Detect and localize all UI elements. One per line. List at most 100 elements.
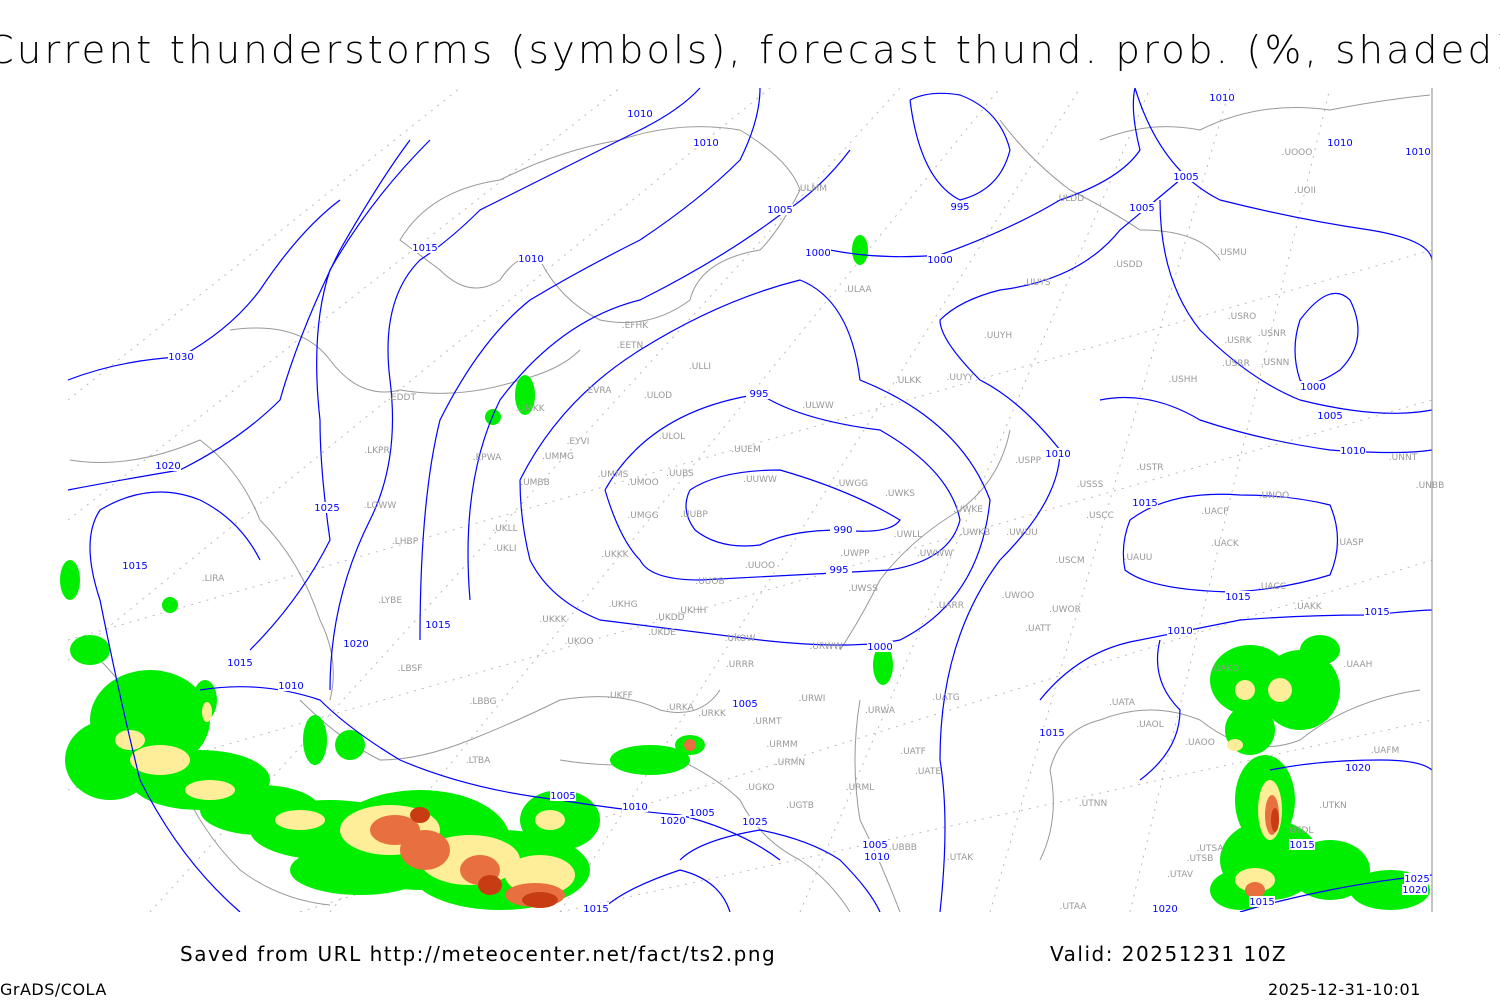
- station-label: .UTAV: [1167, 870, 1194, 880]
- grid-line: [559, 719, 1433, 913]
- probability-area: [130, 745, 190, 775]
- station-label: .EDDT: [388, 393, 416, 403]
- station-label: .EVRA: [585, 386, 613, 396]
- station-label: .USMU: [1217, 248, 1247, 258]
- isobar-label-bg: [1404, 873, 1430, 884]
- station-label: .URMN: [775, 758, 805, 768]
- isobar-label: 1020: [155, 461, 180, 472]
- station-label: .UGKO: [746, 783, 775, 793]
- isobar-label-bg: [412, 242, 438, 253]
- station-label: .USNR: [1258, 329, 1286, 339]
- isobar-label-bg: [1405, 146, 1431, 157]
- probability-area: [1268, 678, 1292, 702]
- isobar-label: 1005: [732, 699, 757, 710]
- isobar: [909, 92, 1011, 201]
- station-label: .EFHK: [622, 321, 649, 331]
- isobar-label: 1015: [1249, 897, 1274, 908]
- isobar-label-bg: [767, 204, 793, 215]
- probability-area: [400, 830, 450, 870]
- station-label: .UUEM: [731, 445, 761, 455]
- station-label: .UAUU: [1124, 553, 1153, 563]
- station-labels: .ULMM .ULDD .UUYS .USDD .USMU .UOOO .UOII .USRO…: [202, 148, 1445, 912]
- probability-area: [303, 715, 327, 765]
- isobar: [419, 87, 761, 641]
- isobar-label: 1015: [1364, 607, 1389, 618]
- station-label: .UATT: [1025, 624, 1051, 634]
- isobar-label-bg: [627, 108, 653, 119]
- isobar-label: 1005: [767, 205, 792, 216]
- station-label: .UTDL: [1287, 826, 1314, 836]
- probability-area: [610, 745, 690, 775]
- coastline: [1039, 689, 1421, 861]
- probability-area: [70, 635, 110, 665]
- isobar-label: 1000: [927, 255, 952, 266]
- isobar-label: 1020: [1345, 763, 1370, 774]
- isobar-label-bg: [864, 851, 890, 862]
- isobar-label-bg: [742, 816, 768, 827]
- station-label: .UUBS: [666, 469, 694, 479]
- station-label: .UAFM: [1371, 746, 1400, 756]
- station-label: .UTSB: [1187, 854, 1214, 864]
- station-label: .UKFF: [607, 691, 633, 701]
- station-label: .UAAH: [1344, 660, 1373, 670]
- probability-area: [335, 730, 365, 760]
- station-label: .UWKE: [953, 505, 983, 515]
- isobar-label-bg: [660, 815, 686, 826]
- isobar-label-bg: [122, 560, 148, 571]
- valid-time: Valid: 20251231 10Z: [1050, 942, 1288, 966]
- station-label: .UAOL: [1136, 720, 1164, 730]
- isobar-label-bg: [826, 564, 852, 575]
- isobar-label: 995: [749, 389, 768, 400]
- isobar-label-bg: [1317, 410, 1343, 421]
- station-label: .UWGG: [836, 479, 868, 489]
- grid-line: [67, 87, 771, 661]
- source-url: Saved from URL http://meteocenter.net/fa…: [180, 942, 777, 966]
- coastline: [1099, 94, 1431, 141]
- grid-line: [299, 559, 1433, 913]
- isobar-label: 1005: [550, 791, 575, 802]
- station-label: .UUOO: [745, 561, 775, 571]
- grid-line: [559, 87, 1081, 913]
- isobar: [1294, 292, 1359, 384]
- station-label: .UKDE: [648, 628, 676, 638]
- station-label: .UUYH: [984, 331, 1012, 341]
- isobar-label: 1025: [742, 817, 767, 828]
- station-label: .UWKB: [960, 528, 990, 538]
- station-label: .LHBP: [392, 537, 419, 547]
- isobar-label-bg: [689, 807, 715, 818]
- isobar-label: 1020: [1402, 885, 1427, 896]
- isobar-label: 1010: [627, 109, 652, 120]
- station-label: .UWUU: [1006, 528, 1038, 538]
- station-label: .UUOB: [695, 577, 724, 587]
- coastline: [854, 699, 901, 913]
- isobar-label-bg: [425, 619, 451, 630]
- station-label: .URKA: [666, 703, 694, 713]
- station-label: .USCM: [1055, 556, 1084, 566]
- isobar-label: 1010: [1167, 626, 1192, 637]
- station-label: .UACP: [1201, 507, 1229, 517]
- station-label: .UKOO: [564, 637, 593, 647]
- grid-line: [149, 87, 901, 913]
- isobar: [329, 87, 701, 691]
- station-label: .ULAA: [844, 285, 872, 295]
- station-label: .LTBA: [466, 756, 491, 766]
- coastline: [299, 689, 721, 761]
- isobar-label-bg: [1132, 497, 1158, 508]
- station-label: .UKHG: [608, 600, 637, 610]
- isobar-label-bg: [830, 524, 856, 535]
- station-label: .ULMM: [797, 184, 827, 194]
- isobar-label: 1010: [1340, 446, 1365, 457]
- station-label: .UKLI: [493, 544, 516, 554]
- isobar-label: 1005: [1317, 411, 1342, 422]
- station-label: .USNN: [1261, 358, 1290, 368]
- isobar-label: 1015: [1039, 728, 1064, 739]
- station-label: .USRK: [1224, 336, 1252, 346]
- isobar-label: 1025: [314, 503, 339, 514]
- station-label: .ULLI: [689, 362, 711, 372]
- station-label: .EPWA: [473, 453, 502, 463]
- isobar-label: 1000: [867, 642, 892, 653]
- isobar-label: 1010: [693, 138, 718, 149]
- coastline: [69, 439, 334, 701]
- isobar-label: 1005: [689, 808, 714, 819]
